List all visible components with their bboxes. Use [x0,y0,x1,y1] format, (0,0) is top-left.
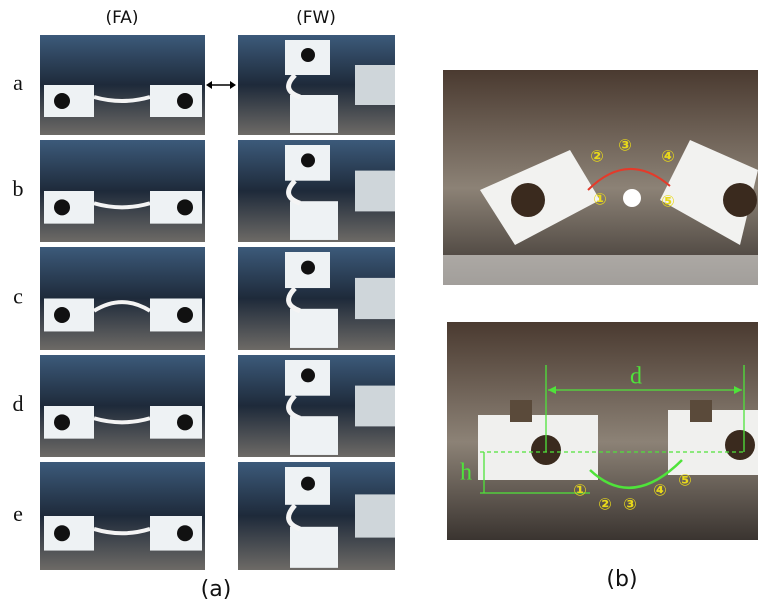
block [355,386,395,427]
row-label: d [13,391,24,416]
dimension-label: h [460,460,472,486]
block [150,516,202,551]
hole [177,199,193,215]
point-marker: ⑤ [678,471,692,490]
panel-label: (b) [606,567,637,592]
point-marker: ④ [661,147,675,166]
hole [54,525,70,541]
block [290,309,338,348]
row-label: a [13,70,23,95]
hole [301,153,315,167]
double-arrow [206,81,236,89]
hole [54,93,70,109]
row-label: c [13,284,23,309]
photo-grid: a b c d e [13,35,396,570]
figure: (FA) (FW) abcde (a) (b) d h ①②③④⑤①②③ [0,0,758,608]
block [290,416,338,455]
block [150,191,202,224]
hole [301,261,315,275]
point-marker: ① [593,190,607,209]
dimension-label: d [630,364,642,390]
point-marker: ③ [618,136,632,155]
point-marker: ② [598,495,612,514]
photo-top [443,70,758,285]
block [355,278,395,319]
block [290,527,338,568]
hole [301,477,315,491]
hole [54,199,70,215]
point-marker: ① [573,481,587,500]
block [150,406,202,439]
block [355,494,395,537]
point-marker: ⑤ [661,192,675,211]
hole [177,93,193,109]
hole [301,48,315,62]
hole [301,368,315,382]
hole [54,414,70,430]
block [355,65,395,105]
hole [177,414,193,430]
row-label: e [13,501,23,526]
block [150,85,202,117]
block [150,299,202,332]
block [290,201,338,240]
block [290,95,338,133]
hole [177,525,193,541]
point-marker: ③ [623,495,637,514]
column-label: (FA) [105,8,138,28]
panel-label: (a) [201,577,232,602]
hole [54,307,70,323]
point-marker: ② [590,147,604,166]
column-label: (FW) [296,8,336,28]
hole [177,307,193,323]
point-marker: ④ [653,481,667,500]
row-label: b [13,176,24,201]
block [355,171,395,212]
